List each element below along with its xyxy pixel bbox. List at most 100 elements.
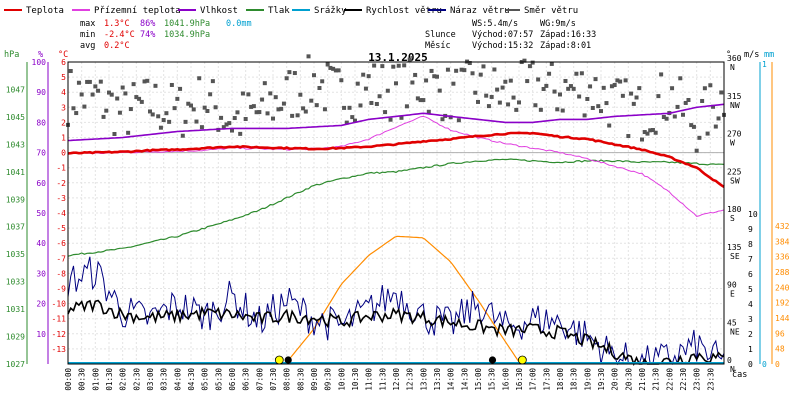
winddir-point-149: [473, 90, 478, 95]
x-tick-label-47: 23:30: [706, 368, 715, 391]
stats-min-press: 1034.9hPa: [164, 30, 210, 40]
winddir-point-200: [612, 82, 617, 87]
ground-temp-line: [67, 115, 725, 217]
moonset-marker: [284, 356, 292, 364]
sun-tick-7: 96: [775, 329, 785, 338]
wind-gust-line: [67, 256, 725, 366]
temp-tick-9: -3: [56, 194, 66, 203]
legend-label-wind-speed: Rychlost větru: [366, 6, 442, 16]
pressure-tick-1: 1029: [6, 333, 25, 342]
winddir-point-137: [440, 117, 445, 122]
mm-tick-0: 1: [762, 60, 767, 69]
temp-tick-1: 5: [61, 73, 66, 82]
stats-max-temp: 1.3°C: [104, 19, 130, 29]
sun-tick-3: 288: [775, 268, 790, 277]
sun-tick-2: 336: [775, 253, 790, 262]
winddir-tick-2: 270: [727, 130, 742, 139]
winddir-point-170: [530, 60, 535, 65]
winddir-point-228: [689, 123, 694, 128]
winddir-point-56: [219, 115, 224, 120]
x-tick-label-40: 20:00: [611, 368, 620, 391]
winddir-point-3: [74, 111, 79, 116]
x-tick-label-25: 12:30: [406, 368, 415, 391]
winddir-point-134: [432, 74, 437, 79]
moon-rise: Východ:15:32: [472, 41, 533, 51]
winddir-point-173: [538, 107, 543, 112]
pressure-tick-10: 1047: [6, 85, 25, 94]
winddir-point-136: [437, 88, 442, 93]
stats-max-hum: 86%: [140, 19, 155, 29]
winddir-point-121: [396, 63, 401, 68]
winddir-point-70: [257, 110, 262, 115]
winddir-point-168: [525, 79, 530, 84]
winddir-point-76: [273, 95, 278, 100]
winddir-point-83: [292, 71, 297, 76]
winddir-point-14: [104, 108, 109, 113]
temp-tick-2: 4: [61, 88, 66, 97]
winddir-point-120: [394, 81, 398, 86]
plot-frame: [67, 61, 725, 365]
winddir-point-119: [391, 64, 396, 69]
winddir-point-61: [232, 116, 237, 121]
winddir-point-162: [508, 78, 513, 83]
sun-label: Slunce: [425, 30, 456, 40]
humidity-tick-2: 30: [36, 269, 46, 278]
winddir-point-172: [536, 77, 541, 82]
winddir-point-183: [566, 86, 571, 91]
winddir-point-144: [459, 67, 464, 72]
winddir-point-234: [705, 131, 710, 136]
winddir-point-26: [137, 96, 142, 101]
x-tick-label-39: 19:30: [597, 368, 606, 391]
winddir-point-42: [180, 133, 185, 138]
winddir-point-102: [344, 120, 349, 125]
winddir-point-229: [691, 124, 696, 129]
x-tick-label-14: 07:00: [255, 368, 264, 391]
mm-tick-1: 0: [762, 360, 767, 369]
winddir-point-52: [208, 92, 213, 97]
x-tick-label-32: 16:00: [501, 368, 510, 391]
winddir-point-155: [489, 94, 494, 99]
winddir-point-50: [202, 105, 207, 110]
winddir-point-191: [588, 84, 593, 89]
x-tick-label-44: 22:00: [665, 368, 674, 391]
humidity-tick-1: 20: [36, 300, 46, 309]
winddir-point-216: [656, 94, 661, 99]
winddir-compass-7: NE: [730, 327, 740, 336]
winddir-tick-5: 135: [727, 243, 742, 252]
winddir-point-210: [640, 137, 644, 142]
winddir-point-153: [484, 93, 489, 98]
winddir-point-217: [659, 72, 664, 77]
winddir-point-211: [642, 130, 647, 135]
winddir-point-208: [634, 95, 639, 100]
winddir-point-85: [298, 92, 303, 97]
x-tick-label-4: 02:00: [119, 368, 128, 391]
winddir-point-84: [295, 113, 300, 118]
temp-tick-10: -4: [56, 209, 66, 218]
winddir-point-171: [533, 103, 538, 108]
pressure-tick-5: 1037: [6, 223, 25, 232]
winddir-point-151: [478, 72, 483, 77]
winddir-point-161: [506, 102, 511, 107]
winddir-point-235: [708, 83, 713, 88]
winddir-point-115: [380, 64, 385, 69]
winddir-point-63: [238, 131, 243, 136]
x-tick-label-20: 10:00: [337, 368, 346, 391]
winddir-point-45: [189, 103, 193, 108]
temp-tick-11: -5: [56, 224, 66, 233]
winddir-compass-0: N: [730, 63, 735, 72]
winddir-point-122: [399, 115, 404, 120]
winddir-point-223: [675, 104, 680, 109]
winddir-point-187: [577, 94, 582, 99]
winddir-point-195: [599, 109, 603, 114]
x-tick-label-27: 13:30: [433, 368, 442, 391]
winddir-point-36: [164, 111, 169, 116]
winddir-point-51: [205, 109, 210, 114]
x-tick-label-1: 00:30: [78, 368, 87, 391]
winddir-point-105: [353, 118, 357, 123]
temp-tick-4: 2: [61, 118, 66, 127]
winddir-point-92: [317, 86, 322, 91]
x-tick-label-3: 01:30: [105, 368, 114, 391]
winddir-point-239: [719, 90, 724, 95]
winddir-point-193: [593, 77, 598, 82]
